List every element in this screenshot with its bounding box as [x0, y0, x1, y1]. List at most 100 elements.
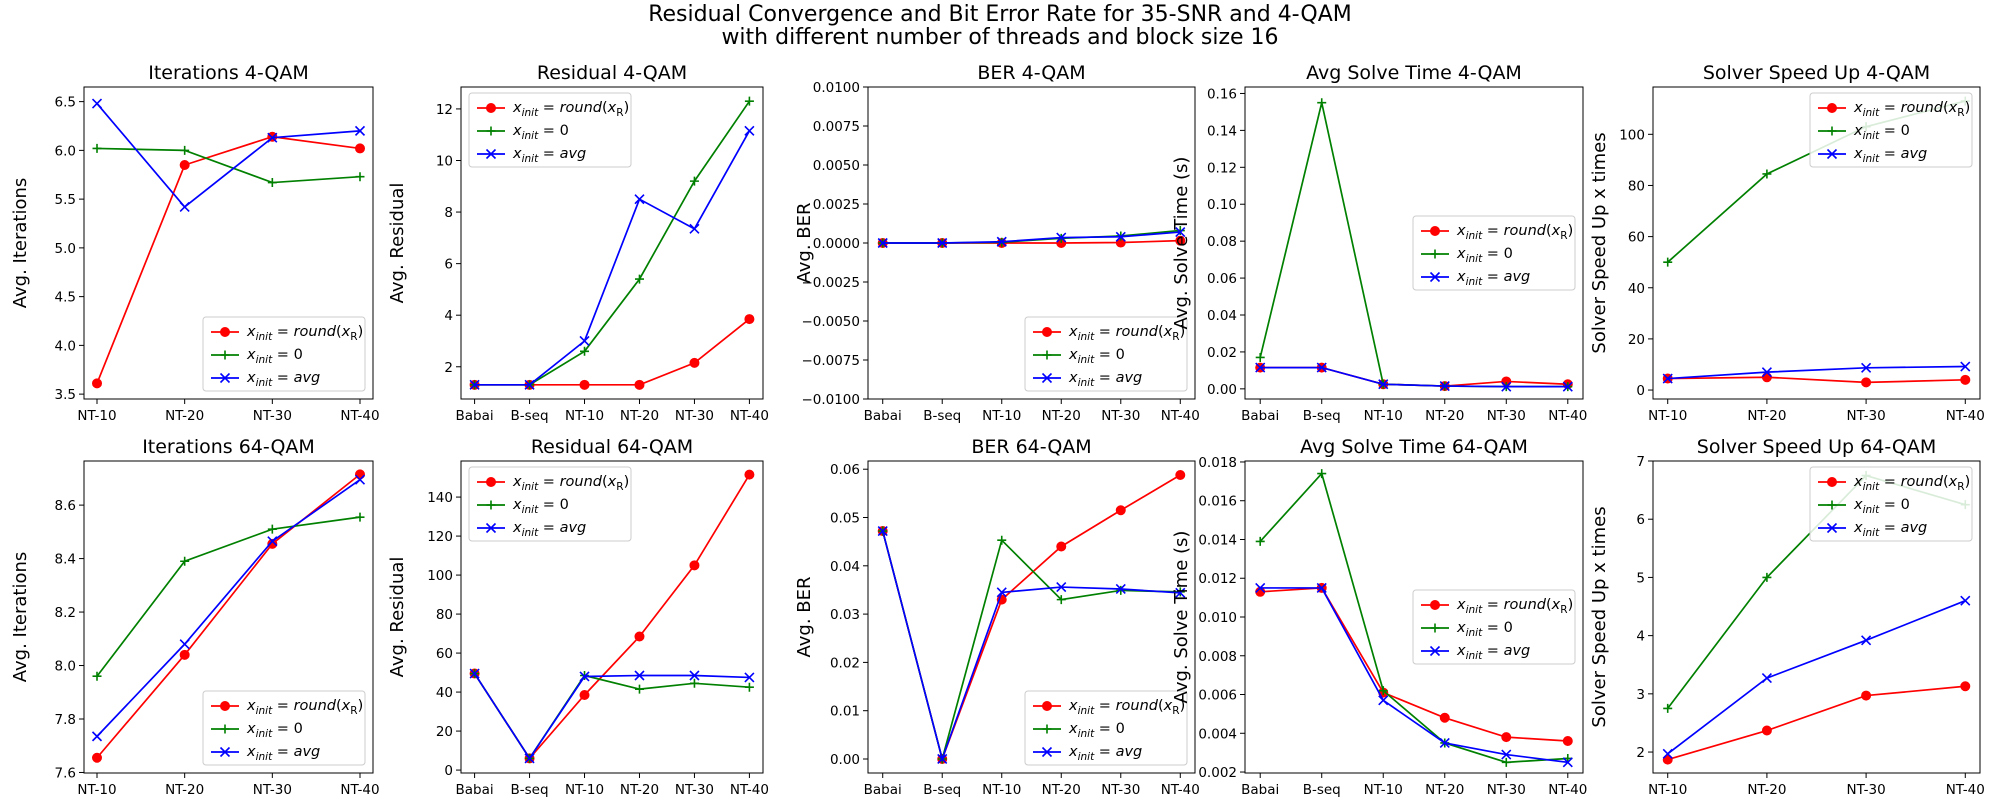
- y-tick-label: 80: [1628, 178, 1645, 194]
- data-point-avg: [1861, 362, 1872, 373]
- x-tick-label: NT-20: [1747, 408, 1786, 424]
- data-point-avg: [996, 587, 1007, 598]
- series-line-avg: [1667, 365, 1966, 380]
- legend-marker-round: [1430, 226, 1440, 236]
- y-tick-label: 0.08: [1207, 234, 1237, 250]
- legend-label-zero: xinit = 0: [1853, 497, 1910, 516]
- y-axis-label: Avg. Residual: [387, 183, 408, 304]
- y-tick-label: 60: [1628, 230, 1645, 246]
- y-tick-label: 40: [436, 685, 453, 701]
- x-tick-label: NT-20: [1425, 782, 1464, 798]
- data-point-zero: [744, 96, 754, 106]
- data-point-round: [1175, 470, 1186, 481]
- data-point-avg: [1175, 227, 1186, 238]
- figure-title-line-2: with different number of threads and blo…: [721, 25, 1278, 50]
- series-line-zero: [882, 229, 1181, 244]
- subplot-title: BER 64-QAM: [971, 436, 1091, 458]
- y-tick-label: 0.0000: [813, 236, 860, 252]
- data-point-zero: [1762, 572, 1772, 582]
- data-point-round: [634, 379, 645, 390]
- x-tick-label: B-seq: [923, 782, 961, 798]
- x-tick-label: NT-40: [340, 408, 379, 424]
- series-line-round: [1667, 376, 1966, 384]
- y-tick-label: 0.04: [1207, 308, 1237, 324]
- legend-entry-zero: xinit = 0: [1033, 347, 1125, 366]
- legend-marker-zero: [1430, 249, 1440, 259]
- plot-frame: [867, 86, 1196, 400]
- plot-frame: [867, 460, 1196, 774]
- y-tick-label: 0.02: [1207, 345, 1237, 361]
- data-point-avg: [267, 536, 278, 547]
- legend-marker-zero: [220, 350, 230, 360]
- legend-marker-avg: [485, 522, 497, 534]
- data-point-zero: [267, 524, 277, 534]
- series-line-round: [96, 473, 361, 759]
- subplot-title: Solver Speed Up 4-QAM: [1703, 62, 1930, 84]
- legend-label-avg: xinit = avg: [246, 370, 320, 389]
- legend-label-avg: xinit = avg: [512, 520, 586, 539]
- subplot-iterations-4-qam: Iterations 4-QAM Avg. Iterations 3.5 4.0 4.5…: [10, 62, 380, 424]
- plot-frame: [1652, 460, 1981, 774]
- y-tick-label: 0.06: [1207, 271, 1237, 287]
- x-tick-label: Babai: [864, 408, 902, 424]
- y-tick-label: 0.0025: [813, 197, 860, 213]
- x-tick-label: NT-10: [77, 408, 116, 424]
- y-tick-label: 0.10: [1207, 197, 1237, 213]
- data-point-zero: [1255, 536, 1265, 546]
- y-tick-label: 7.8: [55, 712, 76, 728]
- y-axis-label: Avg. BER: [794, 202, 815, 283]
- data-point-avg: [996, 236, 1007, 247]
- data-point-round: [179, 160, 190, 170]
- x-tick-label: NT-30: [253, 782, 292, 798]
- data-point-zero: [92, 143, 102, 153]
- y-tick-label: 0.00: [1207, 382, 1237, 398]
- y-tick-label: 2: [1636, 745, 1645, 761]
- data-point-round: [579, 379, 590, 390]
- y-tick-label: 0.004: [1198, 726, 1237, 742]
- plot-frame: [460, 86, 764, 400]
- data-point-avg: [1316, 362, 1327, 373]
- legend-label-zero: xinit = 0: [512, 123, 569, 142]
- legend-entry-avg: xinit = avg: [1818, 520, 1927, 539]
- x-tick-label: B-seq: [1303, 408, 1341, 424]
- subplot-avg-solve-time-4-qam: Avg Solve Time 4-QAM Avg. Solve Time (s) 0…: [1171, 62, 1587, 424]
- legend-entry-avg: xinit = avg: [1818, 146, 1927, 165]
- data-point-avg: [1056, 581, 1067, 593]
- x-tick-label: NT-30: [1101, 782, 1140, 798]
- subplot-ber-4-qam: BER 4-QAM Avg. BER −0.0100 −0.0075 −0.0050 −0…: [794, 62, 1200, 424]
- y-tick-label: 0.0075: [813, 119, 860, 135]
- data-point-avg: [179, 639, 190, 650]
- subplot-title: Avg Solve Time 64-QAM: [1300, 436, 1528, 458]
- x-tick-label: NT-40: [340, 782, 379, 798]
- data-point-avg: [1378, 379, 1389, 390]
- series-zero: [470, 669, 754, 763]
- legend-label-round: xinit = round(xR): [1853, 100, 1970, 119]
- data-point-round: [1175, 235, 1186, 246]
- series-line-avg: [1260, 366, 1568, 388]
- data-point-avg: [877, 525, 888, 537]
- legend-label-avg: xinit = avg: [1456, 643, 1530, 662]
- y-tick-label: 4: [1636, 629, 1645, 645]
- data-point-avg: [524, 379, 535, 390]
- series-line-round: [474, 318, 750, 386]
- series-zero: [878, 226, 1185, 248]
- legend-marker-zero: [220, 724, 230, 734]
- legend-marker-zero: [486, 500, 496, 510]
- data-point-round: [179, 649, 190, 660]
- y-tick-label: 120: [427, 529, 453, 545]
- data-point-avg: [579, 335, 590, 347]
- y-tick-label: 0.010: [1198, 610, 1237, 626]
- series-avg: [91, 474, 366, 742]
- legend-label-zero: xinit = 0: [246, 721, 303, 740]
- data-point-avg: [744, 672, 755, 683]
- legend: xinit = round(xR) xinit = 0 xinit = avg: [1412, 589, 1576, 665]
- legend-marker-avg: [1429, 645, 1441, 657]
- legend-entry-zero: xinit = 0: [1818, 123, 1910, 142]
- legend-label-avg: xinit = avg: [1068, 744, 1142, 763]
- data-point-zero: [267, 178, 277, 188]
- y-tick-label: −0.0100: [801, 392, 860, 408]
- x-tick-label: NT-30: [675, 408, 714, 424]
- subplot-avg-solve-time-64-qam: Avg Solve Time 64-QAM Avg. Solve Time (s)…: [1171, 436, 1587, 798]
- y-axis-label: Solver Speed Up x times: [1589, 506, 1610, 727]
